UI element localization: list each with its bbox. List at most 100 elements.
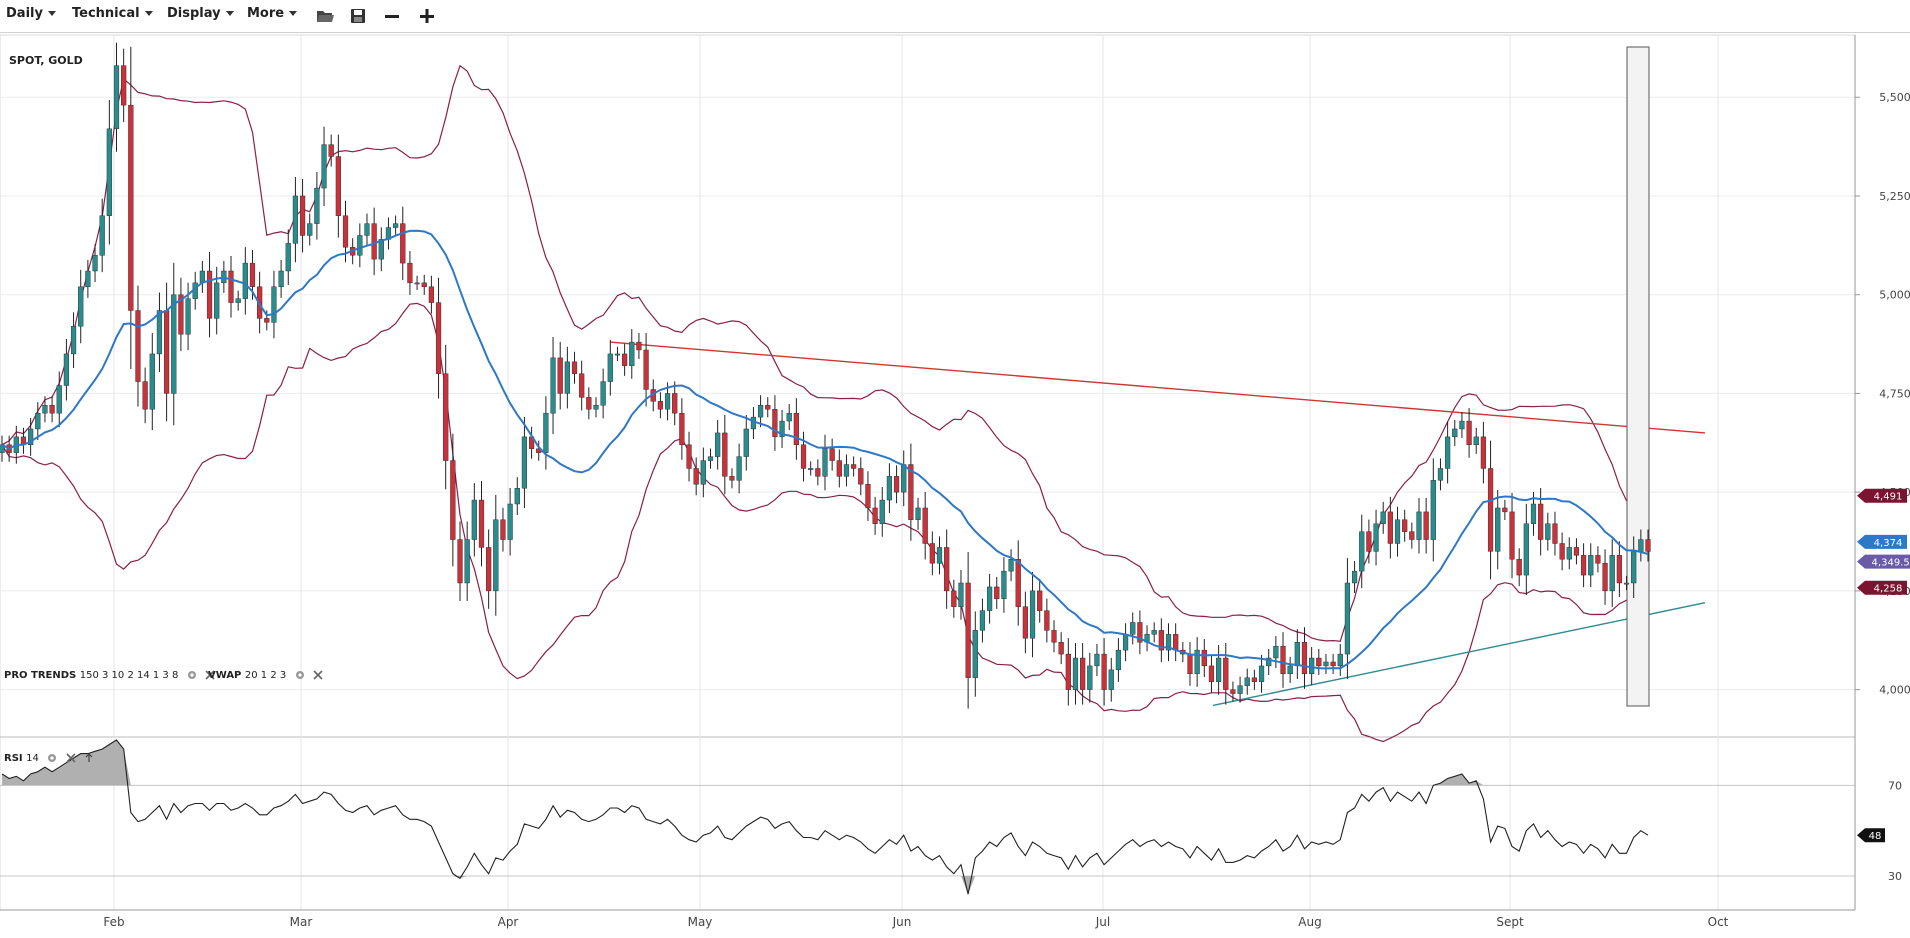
candle-body [1330, 661, 1336, 667]
candle-body [786, 412, 792, 422]
rsi-tick-label: 30 [1888, 870, 1902, 883]
candle-body [63, 353, 70, 386]
candle-body [951, 590, 957, 607]
candle-body [815, 468, 821, 477]
x-tick-label: Jun [892, 915, 912, 929]
candle-body [1065, 653, 1071, 690]
candle-body [886, 476, 893, 501]
price-tag-bg [1857, 488, 1907, 503]
x-tick-label: Feb [103, 915, 124, 929]
open-folder-icon[interactable] [314, 5, 336, 27]
candle-body [1008, 559, 1014, 572]
candle-body [421, 282, 427, 287]
candle-body [987, 586, 993, 611]
candle-body [1373, 523, 1379, 552]
candle-body [1115, 649, 1122, 671]
candle-body [1130, 622, 1136, 635]
arrow-up-icon[interactable] [84, 753, 94, 763]
candle-body [1223, 657, 1229, 690]
candle-body [1609, 555, 1615, 592]
plot-frame [0, 34, 1856, 911]
gear-icon[interactable] [47, 753, 57, 763]
candle-body [1523, 523, 1529, 576]
candle-body [1580, 555, 1587, 576]
close-icon[interactable] [205, 670, 215, 680]
candle-body [622, 353, 628, 366]
candle-body [171, 294, 177, 394]
candle-body [586, 397, 592, 410]
candle-body [1351, 570, 1358, 584]
candle-body [1101, 653, 1107, 690]
candle-body [707, 456, 714, 461]
candle-body [178, 294, 184, 335]
candle-body [779, 420, 785, 438]
candle-body [1452, 428, 1458, 438]
display-dropdown[interactable]: Display [167, 6, 234, 21]
candle-body [743, 428, 749, 457]
candle-body [314, 187, 320, 224]
candle-body [99, 215, 105, 256]
candle-body [35, 412, 41, 430]
candle-body [679, 412, 685, 445]
gear-icon[interactable] [187, 670, 197, 680]
candle-body [901, 464, 907, 493]
candle-body [299, 195, 306, 236]
candle-body [1645, 539, 1651, 552]
caret-down-icon [225, 11, 234, 16]
candle-body [686, 444, 692, 469]
candle-body [1402, 519, 1408, 532]
candle-body [1573, 547, 1580, 556]
candle-body [1588, 555, 1594, 576]
zoom-in-icon[interactable] [416, 5, 438, 27]
candle-body [214, 282, 220, 319]
candle-body [1602, 563, 1608, 592]
candle-body [1080, 657, 1086, 690]
candle-body [994, 586, 1000, 599]
candle-body [435, 302, 442, 374]
more-dropdown[interactable]: More [247, 6, 298, 21]
candle-body [1151, 630, 1157, 635]
close-icon[interactable] [313, 670, 323, 680]
candle-body [1029, 590, 1036, 639]
range-selection-box [1626, 46, 1650, 707]
candle-body [92, 255, 98, 272]
candle-body [636, 341, 642, 351]
candle-body [600, 381, 606, 406]
save-icon[interactable] [347, 5, 369, 27]
candle-body [858, 468, 864, 485]
candle-body [972, 630, 978, 678]
x-tick-label: Aug [1298, 915, 1321, 929]
candle-body [1258, 665, 1265, 682]
timeframe-label: Daily [6, 6, 43, 21]
candle-body [443, 373, 449, 461]
candle-body [357, 235, 363, 256]
close-icon[interactable] [66, 753, 76, 763]
timeframe-dropdown[interactable]: Daily [6, 6, 56, 21]
candle-body [1044, 610, 1050, 631]
rsi-tag-bg [1857, 828, 1885, 843]
candle-body [414, 282, 420, 285]
candle-body [292, 195, 299, 244]
candle-body [1058, 642, 1064, 655]
candle-body [271, 286, 277, 323]
candle-body [1094, 653, 1100, 667]
caret-down-icon [289, 11, 298, 16]
candle-body [342, 215, 349, 248]
rsi-params: 14 [26, 753, 39, 764]
technical-label: Technical [72, 6, 140, 21]
candle-body [1538, 503, 1544, 540]
candle-body [1301, 642, 1308, 675]
candle-body [893, 476, 900, 493]
gear-icon[interactable] [295, 670, 305, 680]
technical-dropdown[interactable]: Technical [72, 6, 153, 21]
candle-body [836, 460, 842, 477]
candle-body [135, 310, 141, 382]
candle-body [486, 547, 492, 592]
candle-body [1366, 531, 1372, 552]
upper-band-line [1, 64, 1649, 642]
zoom-out-icon[interactable] [381, 5, 403, 27]
price-tag-label: 4,258 [1874, 584, 1903, 595]
candle-body [407, 262, 413, 284]
candle-body [1323, 661, 1329, 667]
